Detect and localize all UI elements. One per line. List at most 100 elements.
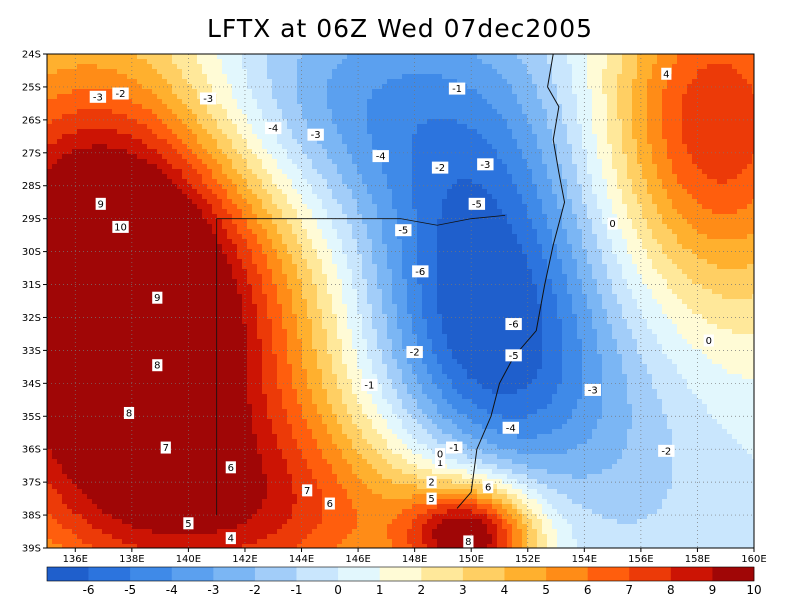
field-cell xyxy=(707,124,713,130)
field-cell xyxy=(712,109,718,115)
field-cell xyxy=(172,174,178,180)
field-cell xyxy=(567,204,573,210)
field-cell xyxy=(252,134,258,140)
field-cell xyxy=(302,179,308,185)
field-cell xyxy=(362,134,368,140)
field-cell xyxy=(702,154,708,160)
field-cell xyxy=(622,144,628,150)
field-cell xyxy=(632,74,638,80)
field-cell xyxy=(742,94,748,100)
field-cell xyxy=(597,194,603,200)
field-cell xyxy=(717,204,723,210)
field-cell xyxy=(217,99,223,105)
field-cell xyxy=(57,54,63,60)
field-cell xyxy=(727,184,733,190)
field-cell xyxy=(482,149,488,155)
field-cell xyxy=(202,139,208,145)
field-cell xyxy=(122,69,128,75)
field-cell xyxy=(122,214,128,220)
field-cell xyxy=(497,134,503,140)
field-cell xyxy=(692,224,698,230)
field-cell xyxy=(277,184,283,190)
field-cell xyxy=(512,184,518,190)
field-cell xyxy=(367,149,373,155)
field-cell xyxy=(317,174,323,180)
field-cell xyxy=(272,199,278,205)
field-cell xyxy=(497,79,503,85)
field-cell xyxy=(57,224,63,230)
field-cell xyxy=(47,179,53,185)
field-cell xyxy=(342,109,348,115)
field-cell xyxy=(337,194,343,200)
field-cell xyxy=(517,179,523,185)
field-cell xyxy=(697,64,703,70)
field-cell xyxy=(402,124,408,130)
field-cell xyxy=(77,164,83,170)
field-cell xyxy=(392,194,398,200)
field-cell xyxy=(267,59,273,65)
field-cell xyxy=(142,179,148,185)
field-cell xyxy=(747,159,753,165)
field-cell xyxy=(327,144,333,150)
field-cell xyxy=(537,219,543,225)
field-cell xyxy=(287,74,293,80)
field-cell xyxy=(387,89,393,95)
field-cell xyxy=(377,124,383,130)
field-cell xyxy=(67,224,73,230)
field-cell xyxy=(57,59,63,65)
field-cell xyxy=(652,209,658,215)
field-cell xyxy=(232,84,238,90)
field-cell xyxy=(612,214,618,220)
field-cell xyxy=(692,109,698,115)
field-cell xyxy=(162,139,168,145)
field-cell xyxy=(647,224,653,230)
field-cell xyxy=(577,134,583,140)
field-cell xyxy=(237,119,243,125)
field-cell xyxy=(512,79,518,85)
field-cell xyxy=(287,159,293,165)
field-cell xyxy=(97,134,103,140)
field-cell xyxy=(102,194,108,200)
field-cell xyxy=(132,84,138,90)
field-cell xyxy=(182,99,188,105)
field-cell xyxy=(547,109,553,115)
field-cell xyxy=(697,89,703,95)
field-cell xyxy=(442,139,448,145)
field-cell xyxy=(402,94,408,100)
field-cell xyxy=(212,164,218,170)
field-cell xyxy=(737,164,743,170)
field-cell xyxy=(242,159,248,165)
field-cell xyxy=(477,64,483,70)
field-cell xyxy=(637,99,643,105)
field-cell xyxy=(272,119,278,125)
field-cell xyxy=(387,104,393,110)
field-cell xyxy=(582,94,588,100)
field-cell xyxy=(307,174,313,180)
field-cell xyxy=(132,104,138,110)
field-cell xyxy=(272,144,278,150)
field-cell xyxy=(577,124,583,130)
field-cell xyxy=(212,69,218,75)
field-cell xyxy=(647,219,653,225)
field-cell xyxy=(537,129,543,135)
field-cell xyxy=(682,199,688,205)
field-cell xyxy=(392,99,398,105)
field-cell xyxy=(127,199,133,205)
field-cell xyxy=(547,134,553,140)
field-cell xyxy=(67,129,73,135)
field-cell xyxy=(102,114,108,120)
field-cell xyxy=(62,199,68,205)
field-cell xyxy=(562,74,568,80)
field-cell xyxy=(462,59,468,65)
field-cell xyxy=(572,74,578,80)
field-cell xyxy=(177,194,183,200)
field-cell xyxy=(727,94,733,100)
field-cell xyxy=(637,109,643,115)
field-cell xyxy=(47,224,53,230)
field-cell xyxy=(192,64,198,70)
field-cell xyxy=(212,224,218,230)
field-cell xyxy=(177,89,183,95)
field-cell xyxy=(547,204,553,210)
field-cell xyxy=(382,104,388,110)
field-cell xyxy=(202,144,208,150)
